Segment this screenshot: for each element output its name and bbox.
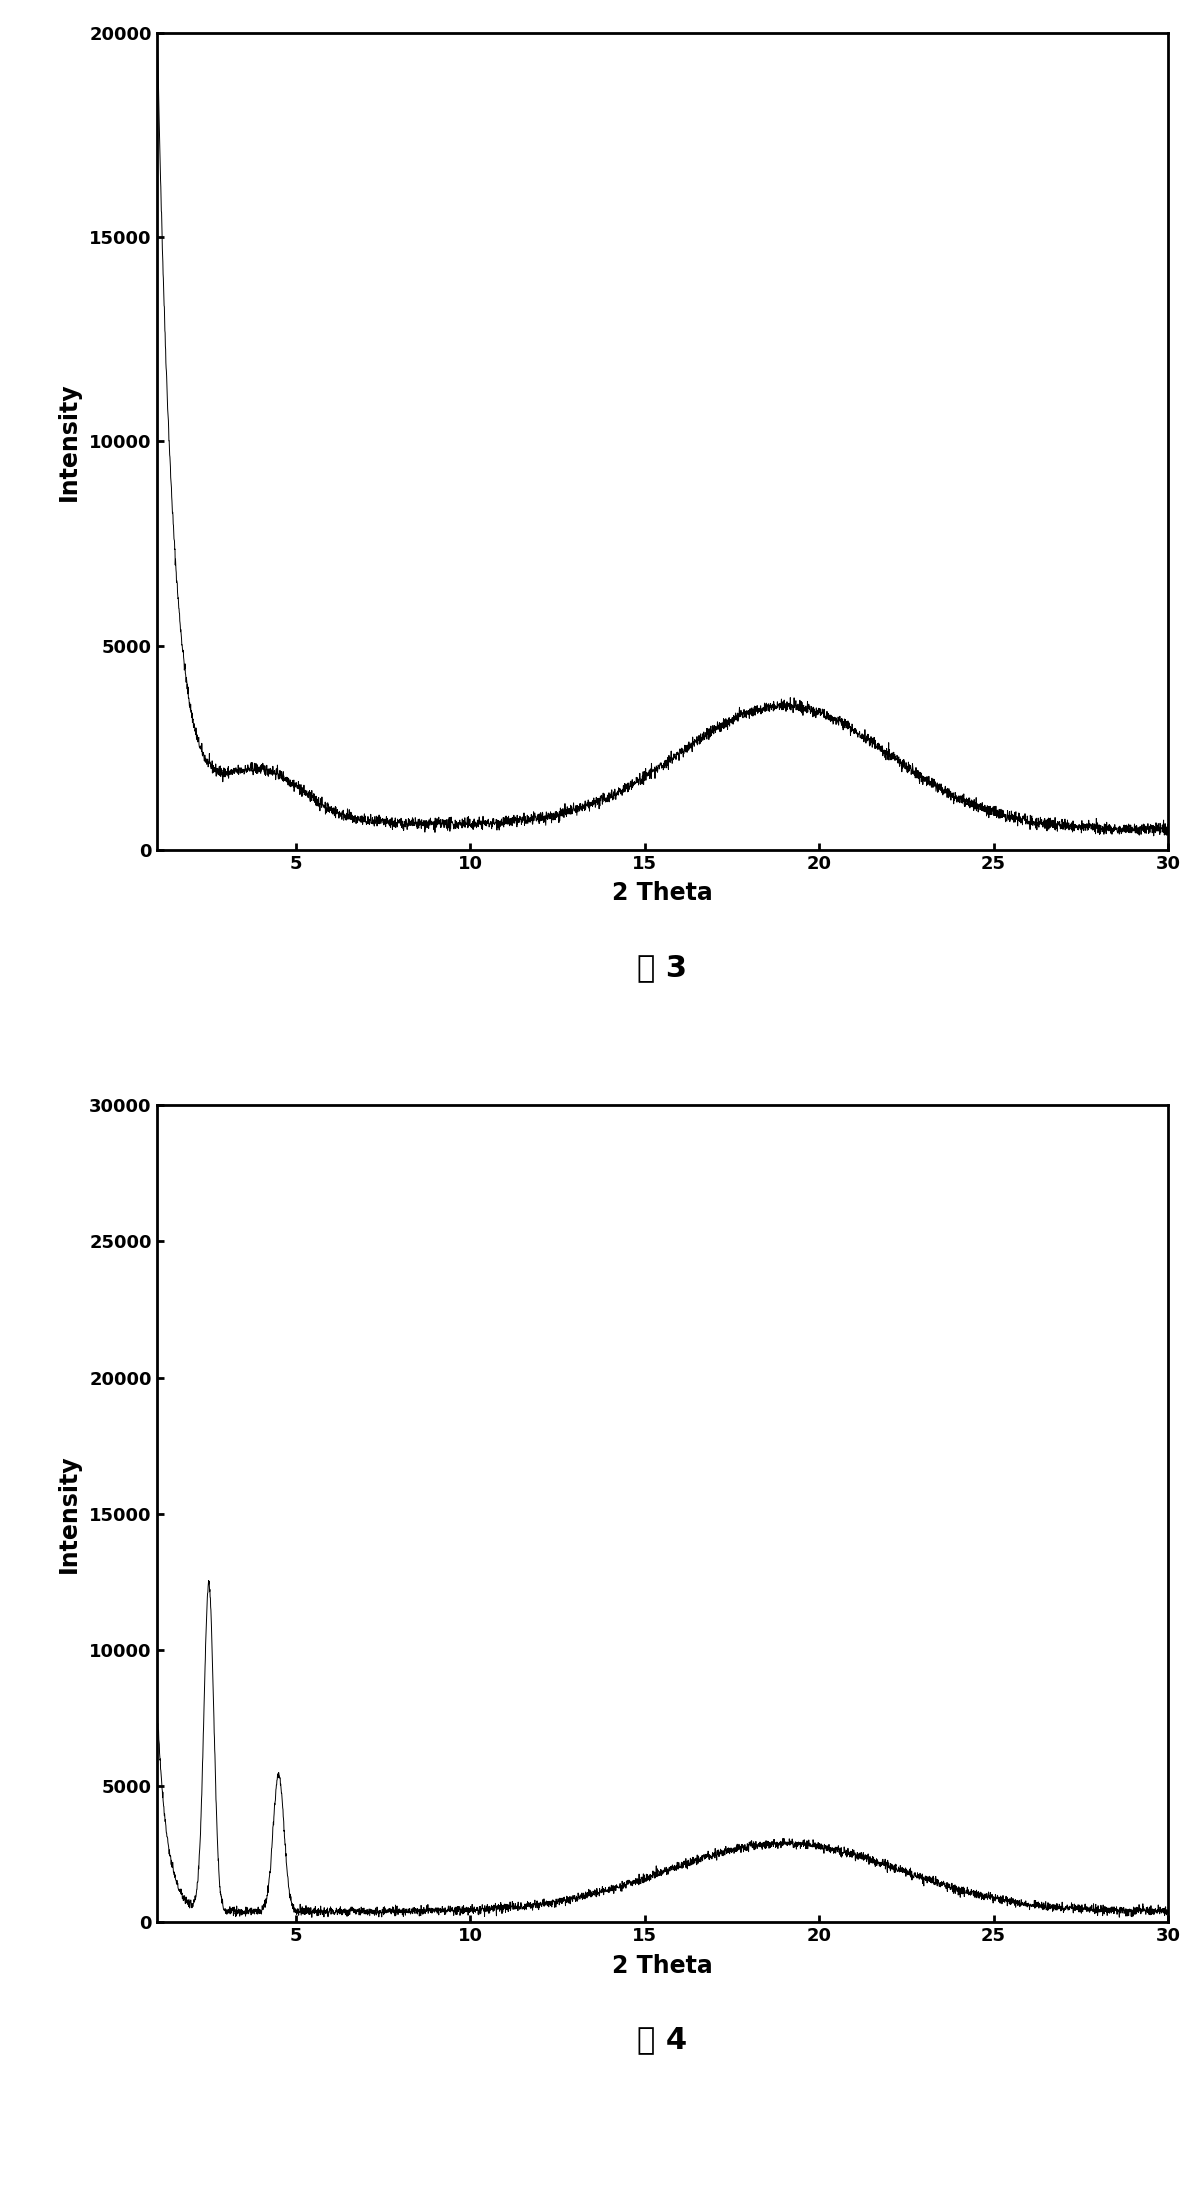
Text: 图 4: 图 4	[637, 2025, 687, 2054]
X-axis label: 2 Theta: 2 Theta	[612, 881, 713, 905]
Text: 图 3: 图 3	[637, 953, 687, 981]
Y-axis label: Intensity: Intensity	[57, 1455, 81, 1573]
Y-axis label: Intensity: Intensity	[57, 382, 81, 500]
X-axis label: 2 Theta: 2 Theta	[612, 1953, 713, 1977]
